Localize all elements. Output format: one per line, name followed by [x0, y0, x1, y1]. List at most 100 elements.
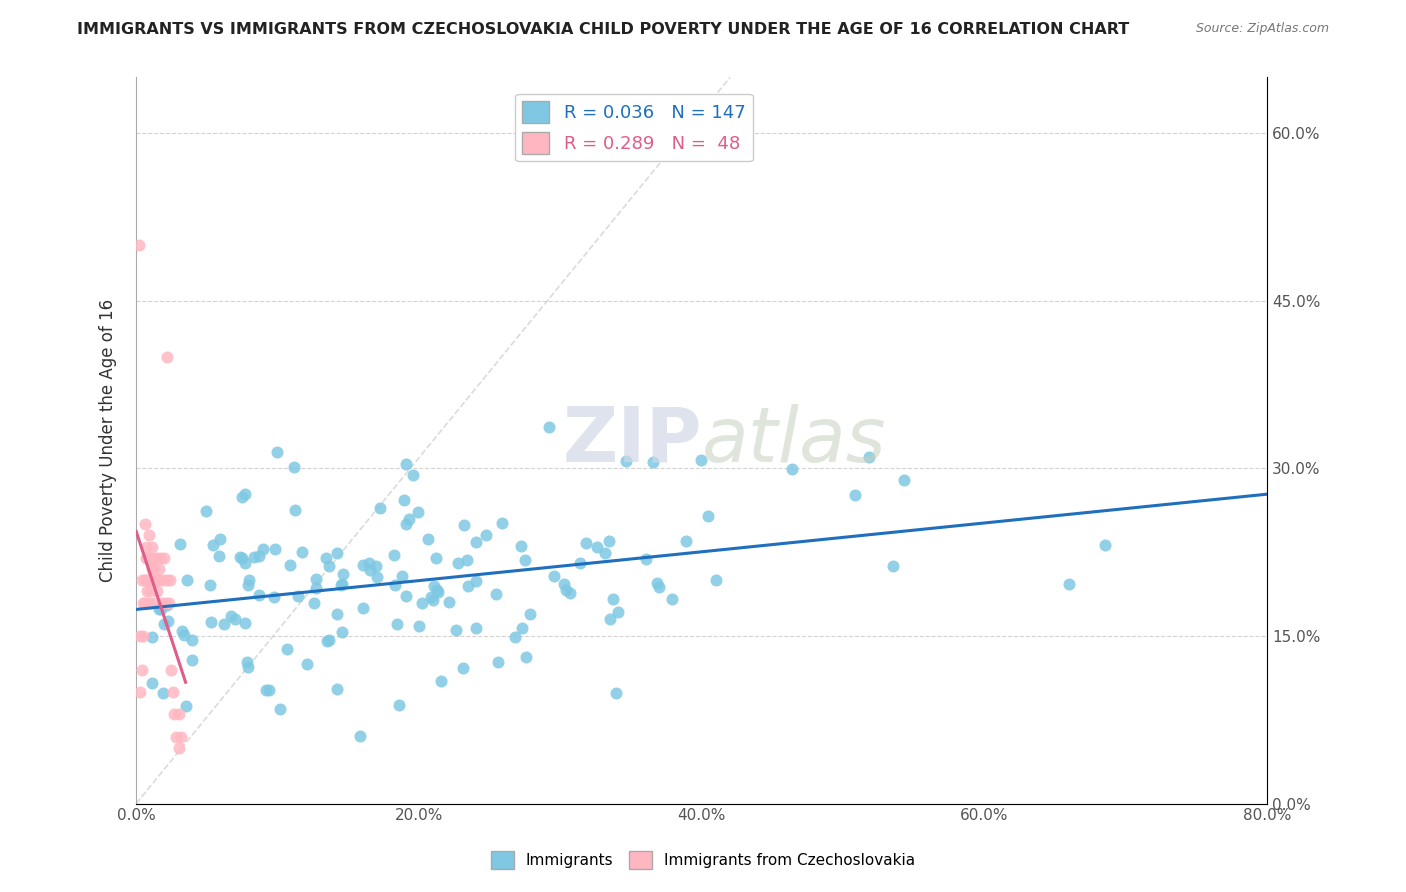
Point — [236, 655, 259, 669]
Point — [882, 559, 904, 574]
Point — [149, 602, 172, 616]
Point — [259, 682, 281, 697]
Point — [406, 505, 429, 519]
Point — [318, 559, 340, 574]
Point — [503, 630, 526, 644]
Point — [1057, 577, 1080, 591]
Point — [138, 528, 160, 542]
Point — [238, 573, 260, 587]
Point — [645, 575, 668, 590]
Point — [352, 558, 374, 572]
Point — [326, 546, 349, 560]
Point — [173, 628, 195, 642]
Point — [200, 615, 222, 630]
Point — [593, 546, 616, 560]
Point — [408, 619, 430, 633]
Point — [430, 673, 453, 688]
Point — [207, 549, 229, 564]
Point — [139, 573, 162, 587]
Point — [141, 675, 163, 690]
Point — [370, 500, 392, 515]
Point — [148, 573, 170, 587]
Point — [150, 595, 173, 609]
Point — [519, 607, 541, 621]
Point — [231, 490, 253, 504]
Point — [419, 590, 441, 604]
Point — [153, 617, 176, 632]
Point — [287, 589, 309, 603]
Point — [352, 601, 374, 615]
Point — [661, 592, 683, 607]
Point — [136, 573, 159, 587]
Point — [553, 577, 575, 591]
Point — [689, 452, 711, 467]
Point — [156, 598, 179, 612]
Text: ZIP: ZIP — [562, 403, 702, 477]
Point — [141, 562, 163, 576]
Point — [134, 595, 156, 609]
Point — [598, 533, 620, 548]
Point — [643, 455, 665, 469]
Point — [305, 572, 328, 586]
Text: atlas: atlas — [702, 403, 886, 477]
Point — [195, 503, 218, 517]
Point — [305, 582, 328, 596]
Point — [170, 624, 193, 638]
Point — [318, 633, 340, 648]
Point — [276, 642, 298, 657]
Point — [384, 578, 406, 592]
Point — [315, 551, 337, 566]
Point — [157, 595, 180, 609]
Point — [247, 588, 270, 602]
Point — [138, 595, 160, 609]
Point — [602, 591, 624, 606]
Point — [169, 537, 191, 551]
Point — [212, 616, 235, 631]
Point — [697, 509, 720, 524]
Point — [394, 493, 416, 508]
Point — [152, 573, 174, 587]
Point — [159, 573, 181, 587]
Point — [453, 517, 475, 532]
Point — [295, 657, 318, 672]
Point — [398, 512, 420, 526]
Point — [201, 538, 224, 552]
Point — [513, 553, 536, 567]
Point — [129, 629, 152, 643]
Point — [139, 550, 162, 565]
Point — [163, 707, 186, 722]
Point — [422, 593, 444, 607]
Point — [135, 573, 157, 587]
Point — [893, 473, 915, 487]
Point — [486, 655, 509, 669]
Point — [330, 577, 353, 591]
Point — [316, 634, 339, 648]
Point — [238, 578, 260, 592]
Point — [329, 578, 352, 592]
Point — [326, 682, 349, 697]
Point — [153, 550, 176, 565]
Point — [290, 545, 312, 559]
Point — [146, 584, 169, 599]
Point — [425, 551, 447, 566]
Point — [636, 551, 658, 566]
Point — [326, 607, 349, 622]
Point — [149, 550, 172, 565]
Point — [780, 462, 803, 476]
Point — [143, 595, 166, 609]
Point — [180, 632, 202, 647]
Point — [575, 535, 598, 549]
Point — [858, 450, 880, 465]
Point — [605, 686, 627, 700]
Point — [219, 608, 242, 623]
Point — [451, 661, 474, 675]
Point — [366, 558, 388, 573]
Y-axis label: Child Poverty Under the Age of 16: Child Poverty Under the Age of 16 — [100, 299, 117, 582]
Point — [394, 458, 416, 472]
Point — [254, 682, 277, 697]
Point — [475, 528, 498, 542]
Point — [402, 467, 425, 482]
Point — [647, 580, 669, 594]
Point — [233, 487, 256, 501]
Point — [537, 419, 560, 434]
